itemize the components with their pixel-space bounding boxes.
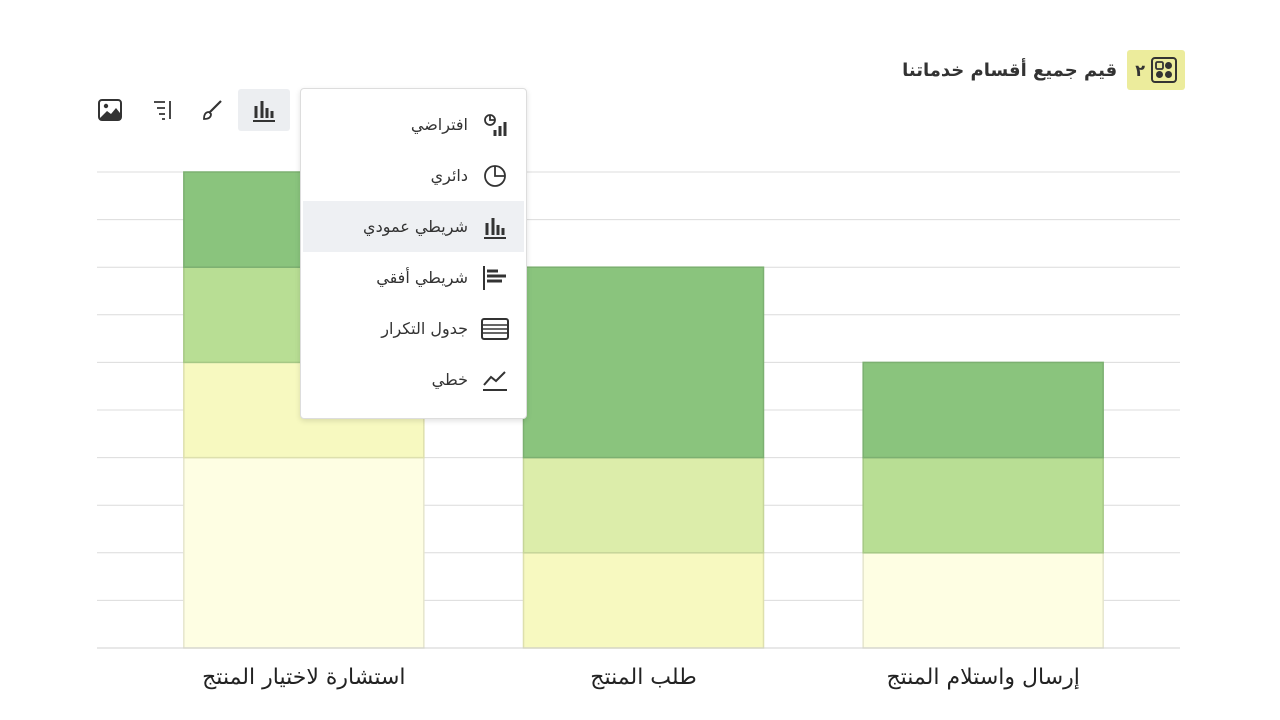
menu-item-label: افتراضي: [410, 115, 468, 134]
pie-icon: [484, 164, 506, 187]
bar-icon: [253, 101, 275, 122]
bar-segment: [183, 456, 425, 649]
bar-segment: [522, 266, 765, 459]
menu-item-label: جدول التكرار: [381, 319, 468, 338]
column-icon: [484, 217, 506, 239]
menu-item-label: دائري: [430, 166, 468, 185]
menu-item-label: شريطي أفقي: [376, 268, 468, 287]
badge[interactable]: ٢: [1127, 50, 1185, 90]
table-icon: [481, 317, 509, 340]
style-button[interactable]: [186, 89, 238, 131]
chart-type-button[interactable]: [238, 89, 290, 131]
sort-button[interactable]: [137, 89, 189, 131]
x-tick-label: إرسال واستلام المنتج: [886, 665, 1079, 690]
menu-item-label: خطي: [431, 370, 468, 389]
bar-segment: [862, 456, 1104, 554]
bar-segment: [522, 552, 765, 649]
menu-item[interactable]: دائري: [303, 150, 524, 201]
brush-icon: [203, 100, 222, 120]
bar-segment: [862, 361, 1104, 459]
horizontal-bar-icon: [483, 265, 506, 290]
title: قيم جميع أقسام خدماتنا: [902, 59, 1118, 81]
menu-item[interactable]: شريطي عمودي: [303, 201, 524, 252]
x-tick-label: استشارة لاختيار المنتج: [202, 665, 405, 690]
badge-number: ٢: [1135, 60, 1145, 80]
menu-item-label: شريطي عمودي: [363, 217, 468, 236]
menu-item[interactable]: افتراضي: [303, 99, 524, 150]
line-icon: [483, 370, 507, 391]
default-icon: [484, 113, 507, 136]
chart-type-menu: افتراضي دائري شريطي عمودي شريطي أفقي جدو…: [300, 88, 527, 419]
x-tick-label: طلب المنتج: [590, 665, 696, 690]
image-button[interactable]: [84, 89, 136, 131]
menu-item[interactable]: خطي: [303, 354, 524, 405]
menu-item[interactable]: شريطي أفقي: [303, 252, 524, 303]
toolbar: [90, 89, 300, 131]
badge-icon: [1151, 57, 1177, 83]
bar-segment: [862, 552, 1104, 649]
header: ٢ قيم جميع أقسام خدماتنا: [902, 50, 1185, 90]
bar-segment: [522, 456, 765, 554]
sort-icon: [154, 101, 171, 120]
menu-item[interactable]: جدول التكرار: [303, 303, 524, 354]
image-icon: [98, 99, 122, 121]
